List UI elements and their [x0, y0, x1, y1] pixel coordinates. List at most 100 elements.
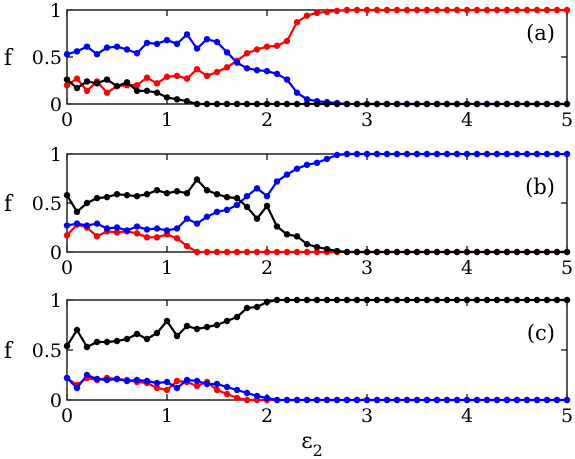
data-point [223, 317, 231, 325]
data-point [113, 375, 121, 383]
data-point [153, 80, 161, 87]
data-point [293, 396, 301, 404]
data-point [83, 199, 91, 207]
data-point [523, 296, 531, 304]
data-point [153, 225, 161, 232]
data-point [163, 386, 171, 394]
data-point [173, 40, 181, 48]
data-point [473, 296, 481, 304]
data-point [133, 330, 141, 338]
data-point [153, 89, 161, 96]
data-point [73, 208, 81, 216]
data-point [73, 84, 81, 92]
data-point [293, 19, 301, 26]
data-point [363, 100, 371, 108]
data-point [483, 296, 491, 304]
data-point [353, 296, 361, 304]
data-point [243, 396, 251, 404]
data-point [403, 6, 411, 14]
series-line [66, 373, 567, 402]
data-point [273, 70, 281, 78]
data-point [433, 150, 441, 158]
data-point [243, 192, 251, 200]
data-point [113, 337, 121, 345]
data-point [173, 96, 181, 103]
data-point [373, 150, 381, 158]
data-point [293, 233, 301, 240]
data-point [423, 100, 431, 108]
data-point [213, 68, 221, 76]
data-point [373, 6, 381, 14]
data-point [163, 190, 171, 197]
data-point [133, 50, 141, 57]
data-point [383, 296, 391, 304]
x-axis-label: ε2 [301, 429, 323, 459]
x-tick-label: 4 [461, 257, 473, 279]
series-line [66, 33, 567, 106]
data-point [533, 100, 541, 108]
data-point [273, 178, 281, 185]
y-tick-label: 0 [50, 94, 62, 116]
series-3 [63, 76, 571, 108]
data-point [193, 220, 201, 227]
data-point [103, 76, 111, 83]
data-point [423, 150, 431, 158]
data-point [303, 396, 311, 404]
x-tick-label: 2 [261, 109, 273, 131]
data-point [163, 36, 171, 44]
data-point [163, 317, 171, 325]
data-point [473, 150, 481, 158]
data-point [283, 100, 291, 108]
data-point [563, 100, 571, 108]
data-point [73, 220, 81, 227]
data-point [473, 248, 481, 256]
x-tick-label: 3 [361, 257, 373, 279]
data-point [313, 100, 321, 108]
data-point [403, 248, 411, 256]
data-point [513, 100, 521, 108]
x-tick-label: 3 [361, 109, 373, 131]
data-point [473, 6, 481, 14]
series-line [66, 298, 567, 349]
panel-1: 0 1 2 3 4 5 0 0.5 1 f (a) [4, 0, 573, 131]
data-point [383, 396, 391, 404]
data-point [143, 39, 151, 47]
data-point [533, 248, 541, 256]
data-point [483, 6, 491, 14]
data-point [223, 49, 231, 56]
data-point [493, 396, 501, 404]
data-point [273, 396, 281, 404]
data-point [463, 150, 471, 158]
data-point [93, 375, 101, 383]
data-point [183, 322, 191, 330]
data-point [213, 248, 221, 256]
data-point [93, 220, 101, 227]
data-point [263, 394, 271, 402]
data-point [63, 76, 71, 83]
data-point [63, 50, 71, 58]
data-point [83, 87, 91, 95]
x-axis-label-subscript: 2 [313, 441, 323, 459]
data-point [73, 75, 81, 82]
data-point [153, 234, 161, 241]
data-point [243, 389, 251, 397]
x-tick-label: 5 [561, 257, 573, 279]
x-tick-label: 0 [61, 257, 73, 279]
data-point [343, 150, 351, 158]
data-point [253, 303, 261, 311]
data-point [283, 296, 291, 304]
data-point [313, 296, 321, 304]
data-point [183, 31, 191, 38]
data-point [403, 396, 411, 404]
data-point [493, 248, 501, 256]
data-point [113, 224, 121, 231]
data-point [503, 6, 511, 14]
data-point [513, 150, 521, 158]
data-point [243, 203, 251, 211]
data-point [123, 377, 131, 385]
data-point [383, 150, 391, 158]
data-point [223, 206, 231, 214]
data-point [353, 248, 361, 256]
data-point [423, 296, 431, 304]
